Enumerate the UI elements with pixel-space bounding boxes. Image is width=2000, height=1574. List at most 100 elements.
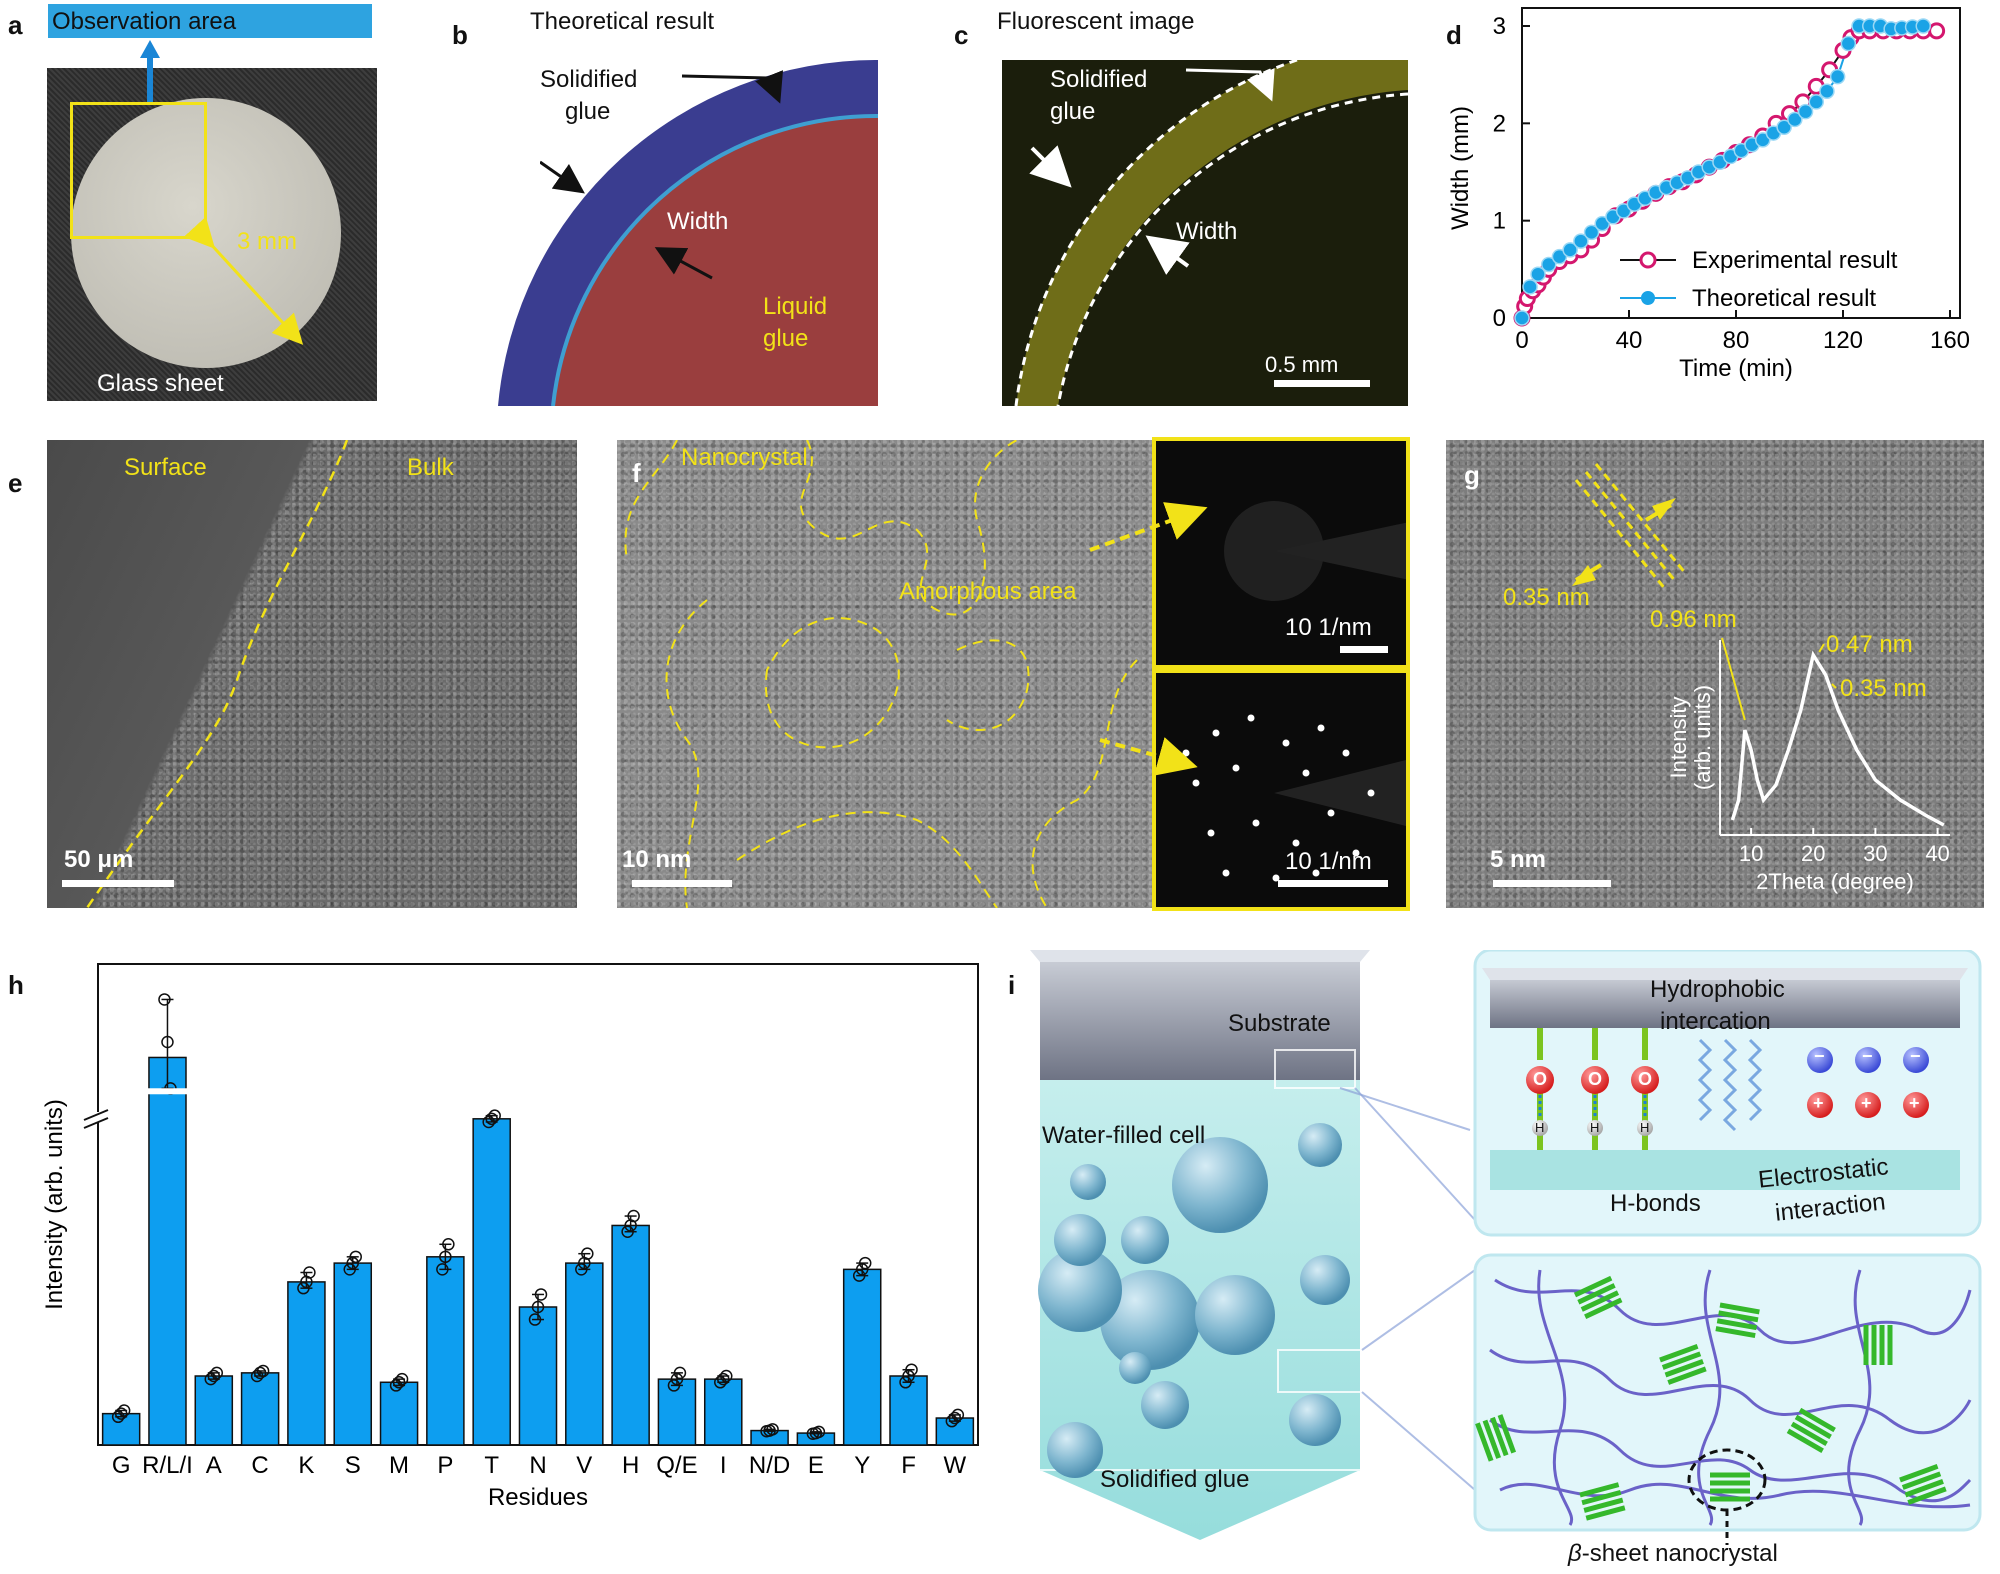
x-tick-label: K	[298, 1452, 314, 1479]
y-tick-label: 1	[1493, 208, 1506, 235]
replicate-point	[442, 1238, 455, 1251]
replicate-point	[346, 1256, 359, 1270]
legend-marker	[1639, 251, 1657, 269]
replicate-point	[858, 1256, 872, 1270]
hydrogen-atom-3: H	[1640, 1120, 1650, 1135]
data-point-theoretical	[1615, 203, 1632, 219]
width-label-b: Width	[667, 208, 729, 235]
replicate-point	[436, 1263, 449, 1276]
x-tick-label: 0	[1515, 327, 1528, 354]
bar-V	[565, 1262, 604, 1446]
replicate-point	[673, 1366, 687, 1380]
scalebar-c	[1274, 380, 1370, 387]
negative-charge-1: −	[1814, 1046, 1825, 1066]
diffraction-spot	[1302, 769, 1310, 777]
scalebar-label-c: 0.5 mm	[1265, 352, 1339, 377]
xrd-curve	[1730, 650, 1945, 827]
scalebar-g	[1493, 880, 1611, 887]
replicate-point	[343, 1263, 356, 1276]
y-tick-label: 2	[1493, 110, 1506, 137]
panel-label-f: f	[632, 458, 641, 488]
replicate-point	[899, 1376, 912, 1389]
radius-arrow	[183, 216, 304, 345]
inset-y-axis-label-2: (arb. units)	[1690, 685, 1715, 790]
data-point-theoretical	[1829, 68, 1846, 85]
solidified-label-c1: Solidified	[1050, 66, 1148, 93]
replicate-point	[717, 1372, 730, 1386]
bar-N	[518, 1306, 558, 1446]
panel-b-title: Theoretical result	[530, 8, 715, 35]
x-tick-label: Q/E	[656, 1452, 697, 1479]
panel-label-d: d	[1446, 20, 1462, 50]
arrows-b	[540, 70, 784, 280]
negative-charge-2: −	[1862, 1046, 1873, 1066]
arrows-c	[1029, 68, 1275, 275]
x-tick-label: N	[529, 1452, 546, 1479]
x-axis-label: Residues	[488, 1484, 588, 1511]
replicate-point	[766, 1423, 779, 1436]
x-tick-label: C	[251, 1452, 268, 1479]
observation-area-label: Observation area	[52, 8, 237, 35]
replicate-point	[395, 1372, 409, 1386]
replicate-point	[670, 1372, 684, 1386]
data-point-theoretical	[1594, 215, 1610, 232]
replicate-point	[627, 1209, 640, 1223]
legend-marker	[1641, 291, 1655, 305]
data-point-theoretical	[1541, 256, 1557, 273]
replicate-point	[297, 1281, 310, 1295]
water-filled-cell-label: Water-filled cell	[1042, 1122, 1206, 1149]
series-line-0	[1521, 29, 1937, 319]
diffraction-spot	[1367, 789, 1375, 797]
replicate-point	[534, 1288, 548, 1301]
bubbles	[1038, 1123, 1350, 1478]
chart-width-vs-time: 0 40 80 120 160 0 1 2 3 Time (min) Width (mm) Exper…	[1447, 7, 1970, 382]
data-point-theoretical	[1530, 266, 1546, 282]
saed-bottom	[1152, 669, 1410, 911]
bar-P	[426, 1256, 465, 1446]
bar-I	[703, 1378, 743, 1446]
negative-charge-3: −	[1910, 1046, 1921, 1066]
hydrophobic-label-1: Hydrophobic	[1650, 976, 1785, 1003]
bar-W	[935, 1417, 975, 1446]
data-point-theoretical	[1787, 111, 1803, 128]
up-arrow-icon	[140, 40, 160, 102]
x-tick-label: 40	[1616, 327, 1643, 354]
bulk-label: Bulk	[407, 454, 454, 481]
data-point-theoretical	[1522, 279, 1538, 295]
data-point-theoretical	[1573, 233, 1589, 249]
bar-M	[379, 1381, 419, 1446]
panel-label-h: h	[8, 970, 24, 1000]
inset-x-tick-label: 40	[1925, 841, 1949, 866]
scalebar-label-g: 5 nm	[1490, 846, 1547, 873]
observation-area-bar	[48, 4, 372, 38]
oxygen-atom-2: O	[1588, 1069, 1603, 1089]
peak-label-047: 0.47 nm	[1826, 631, 1913, 658]
x-tick-label: F	[901, 1452, 916, 1479]
sem-image	[47, 440, 577, 908]
diffraction-spot	[1212, 729, 1220, 737]
diffraction-spot	[1327, 809, 1335, 817]
x-tick-label: S	[345, 1452, 361, 1479]
diffraction-spot	[1352, 849, 1360, 857]
data-point-theoretical	[1583, 224, 1600, 241]
y-axis-label: Width (mm)	[1447, 106, 1474, 230]
inset-x-tick-label: 10	[1739, 841, 1763, 866]
replicate-point	[575, 1263, 588, 1276]
replicate-point	[855, 1263, 869, 1276]
data-point-theoretical	[1562, 242, 1578, 258]
diffraction-spot	[1247, 714, 1255, 722]
replicate-point	[902, 1369, 915, 1383]
replicate-point	[667, 1379, 681, 1392]
peak-label-035: 0.35 nm	[1840, 675, 1927, 702]
data-point-theoretical	[1915, 18, 1931, 34]
x-tick-label: 160	[1930, 327, 1970, 354]
scalebar-e	[62, 880, 174, 887]
oxygen-atom-3: O	[1638, 1069, 1653, 1089]
panel-label-e: e	[8, 468, 23, 498]
replicate-point	[485, 1112, 498, 1126]
data-point-experimental	[1928, 22, 1946, 40]
tem-image-g	[1446, 440, 1984, 908]
inset-x-tick-label: 20	[1801, 841, 1825, 866]
replicate-point	[581, 1247, 594, 1260]
axis-break-mark	[83, 1117, 109, 1129]
